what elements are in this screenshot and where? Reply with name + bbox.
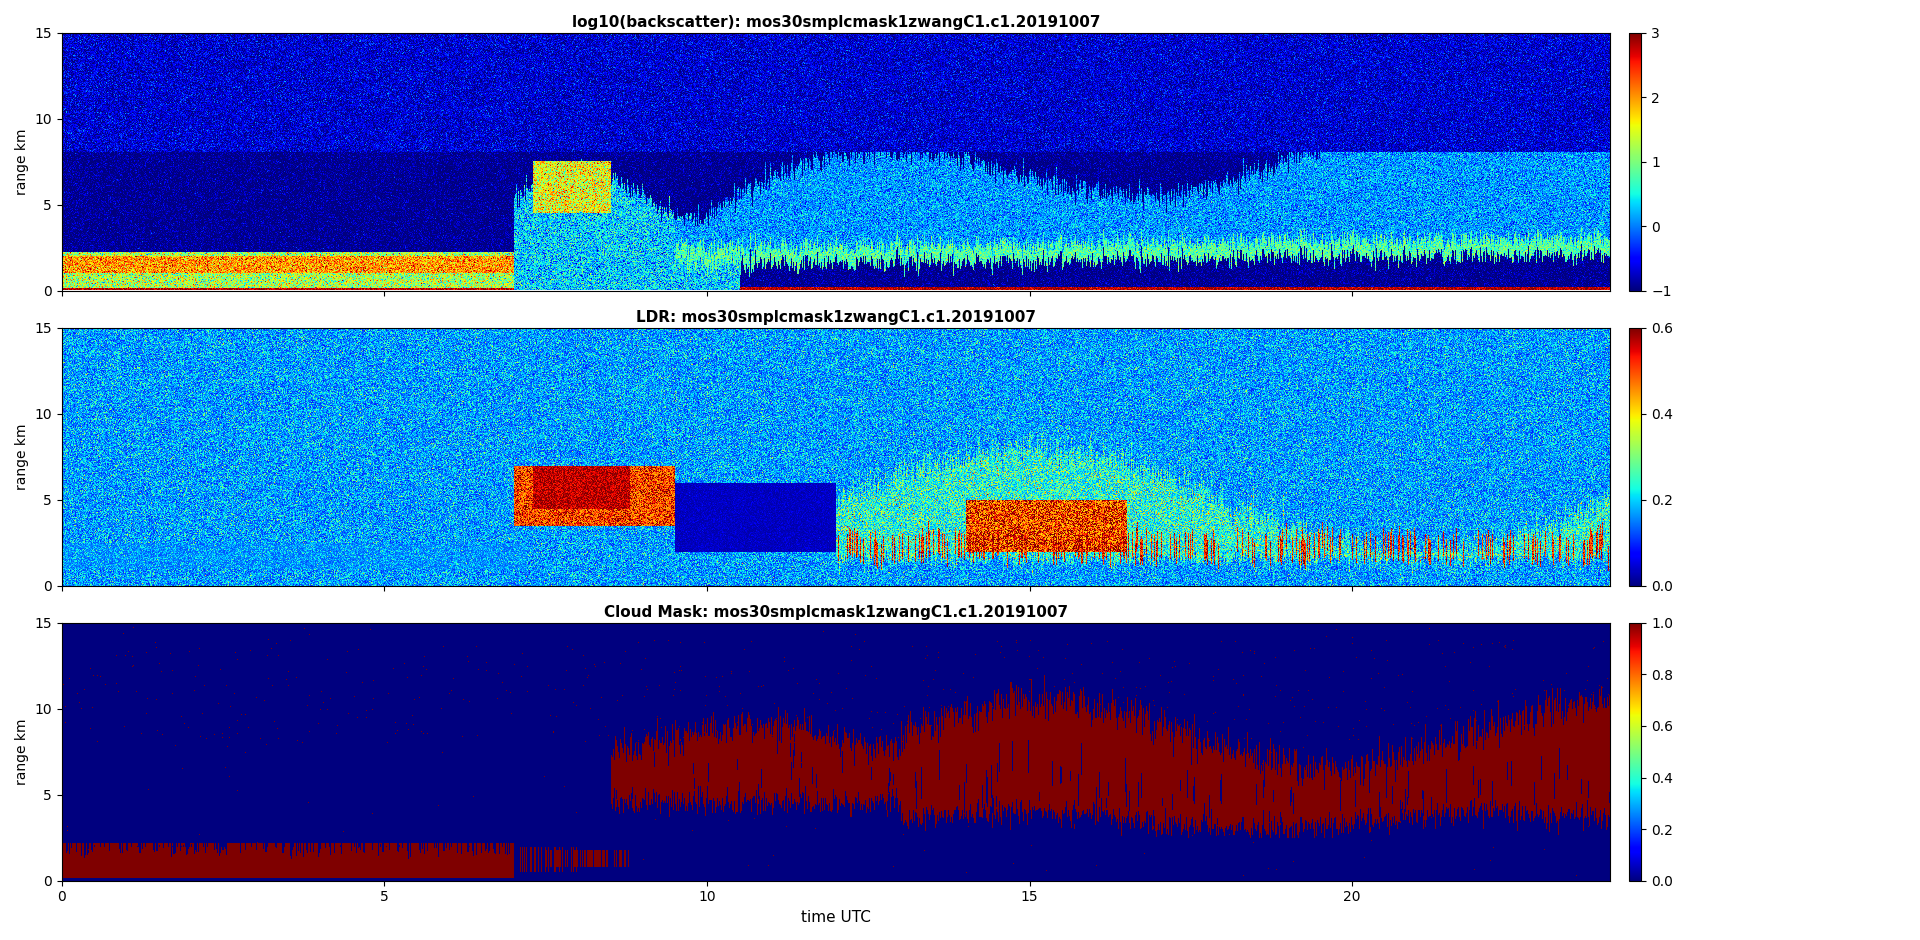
Y-axis label: range km: range km xyxy=(15,718,29,785)
Title: Cloud Mask: mos30smplcmask1zwangC1.c1.20191007: Cloud Mask: mos30smplcmask1zwangC1.c1.20… xyxy=(605,605,1068,620)
Y-axis label: range km: range km xyxy=(15,128,29,195)
Title: log10(backscatter): mos30smplcmask1zwangC1.c1.20191007: log10(backscatter): mos30smplcmask1zwang… xyxy=(572,15,1100,30)
X-axis label: time UTC: time UTC xyxy=(801,910,872,925)
Title: LDR: mos30smplcmask1zwangC1.c1.20191007: LDR: mos30smplcmask1zwangC1.c1.20191007 xyxy=(636,310,1037,325)
Y-axis label: range km: range km xyxy=(15,423,29,490)
